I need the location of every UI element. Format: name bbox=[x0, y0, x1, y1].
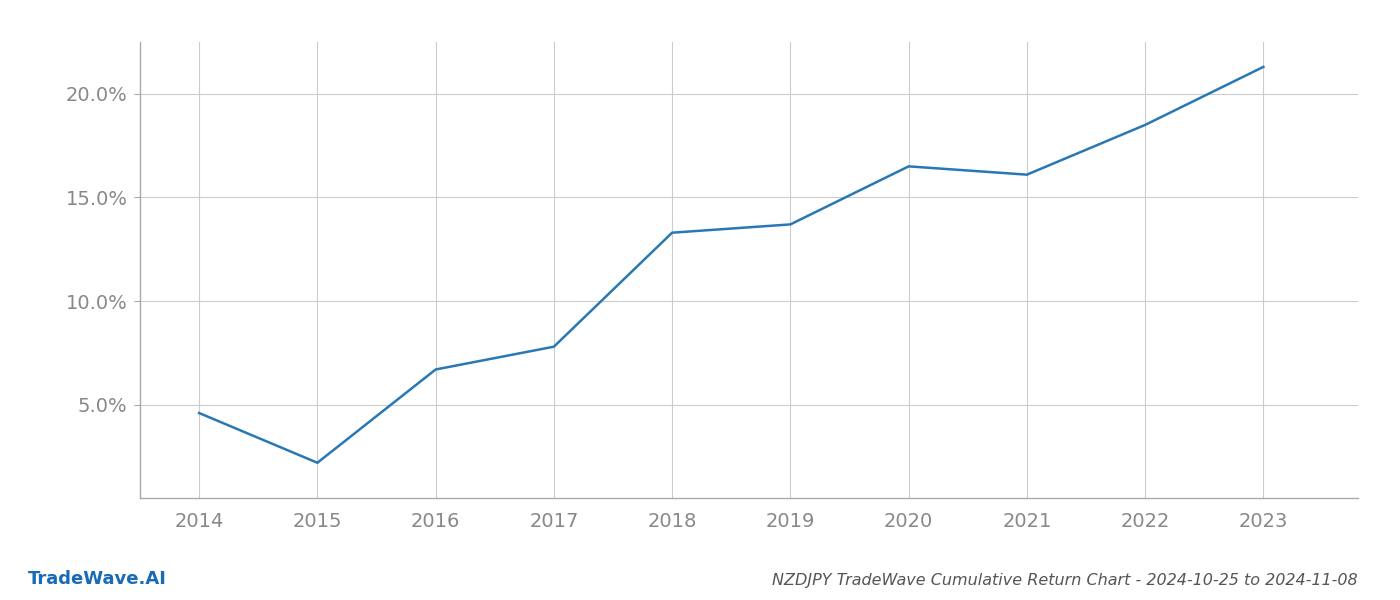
Text: NZDJPY TradeWave Cumulative Return Chart - 2024-10-25 to 2024-11-08: NZDJPY TradeWave Cumulative Return Chart… bbox=[773, 573, 1358, 588]
Text: TradeWave.AI: TradeWave.AI bbox=[28, 570, 167, 588]
